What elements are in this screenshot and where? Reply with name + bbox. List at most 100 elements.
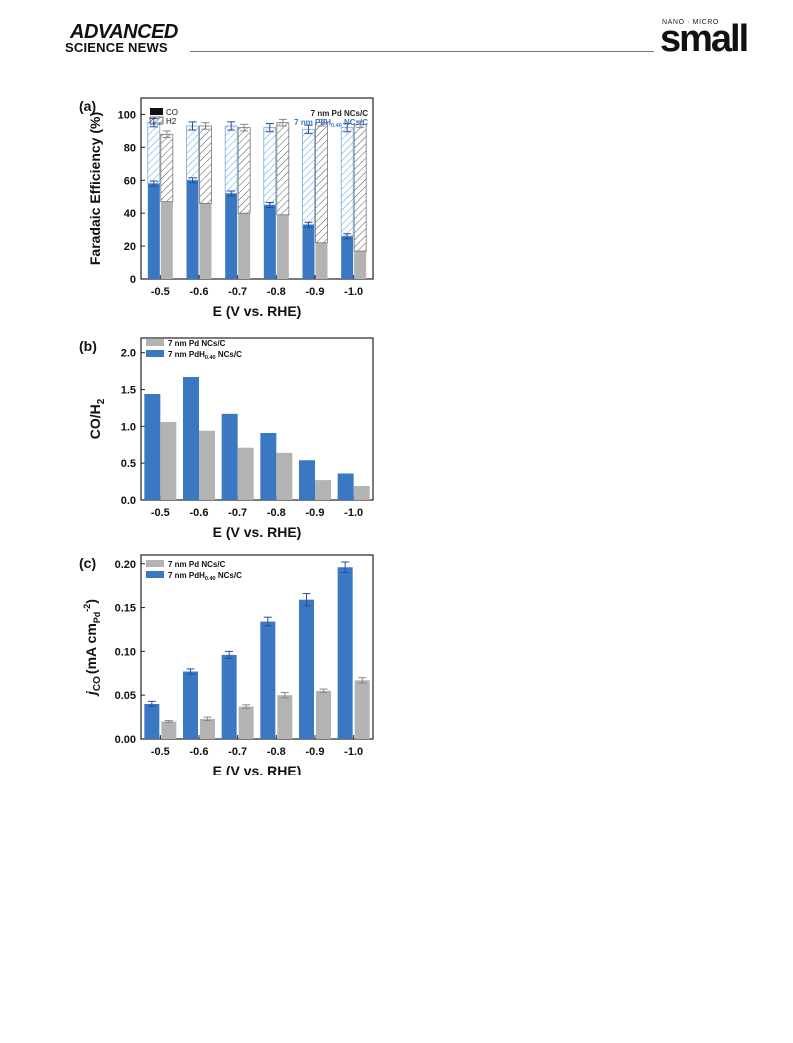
bar-pd-co	[199, 203, 212, 279]
bar-pdh-h2	[186, 125, 199, 181]
y-axis-title: Faradaic Efficiency (%)	[87, 112, 103, 265]
chart-a-faradaic-efficiency: 0 20 40 60 80 100 -0.5 -0.6 -0.7 -0.8 -0.9 -1.0 E (V…	[79, 97, 374, 319]
bar-pd-h2	[276, 122, 290, 216]
legend-swatch-pd	[146, 339, 164, 346]
legend-label-pdh: 7 nm PdH0.40 NCs/C	[168, 350, 242, 361]
x-tick-label: -0.5	[151, 507, 170, 519]
legend-label-pd: 7 nm Pd NCs/C	[168, 339, 226, 348]
header-rule	[190, 51, 654, 52]
x-tick-label: -0.7	[228, 746, 247, 758]
y-tick-label: 0.5	[121, 458, 136, 470]
y-tick-label: 0.00	[115, 734, 136, 746]
bar-pdh	[299, 599, 314, 739]
x-tick-label: -1.0	[344, 746, 363, 758]
bar-pd	[160, 421, 177, 500]
journal-logo: small	[660, 18, 749, 60]
bar-pd-co	[238, 213, 251, 279]
bar-pd-h2	[353, 123, 367, 252]
bar-pdh	[144, 393, 161, 500]
y-axis-title-main: CO/H	[87, 404, 103, 439]
y-tick-label: 100	[118, 109, 136, 121]
bar-pd	[276, 452, 293, 500]
plot-frame	[140, 337, 374, 501]
legend-label-h2: H2	[166, 117, 177, 126]
bar-pdh	[183, 671, 198, 739]
plot-frame	[140, 97, 374, 280]
legend-swatch-pdh	[146, 571, 164, 578]
journal-tagline: NANO · MICRO	[662, 19, 719, 26]
x-tick-label: -0.6	[190, 286, 209, 298]
y-axis-title-units: (mA cm	[83, 623, 99, 674]
bar-pdh	[221, 654, 237, 739]
legend-label-pdh: 7 nm PdH0.40 NCs/C	[168, 571, 242, 582]
panel-label: (c)	[79, 555, 96, 571]
bar-pd-h2	[160, 133, 174, 203]
bar-pd	[199, 430, 215, 500]
bar-pdh	[144, 703, 160, 739]
bar-pdh-h2	[224, 125, 238, 194]
panel-label: (a)	[79, 98, 96, 114]
x-tick-label: -0.5	[151, 286, 170, 298]
x-axis-title: E (V vs. RHE)	[213, 763, 302, 775]
x-axis-title: E (V vs. RHE)	[213, 303, 302, 319]
bar-pdh-h2	[263, 127, 277, 206]
y-tick-label: 1.0	[121, 421, 136, 433]
legend-series-pdh: 7 nm PdH0.40 NCs/C	[294, 118, 368, 129]
panel-label: (b)	[79, 338, 97, 354]
y-axis-title: CO/H2	[87, 398, 107, 439]
legend-series-pd: 7 nm Pd NCs/C	[311, 109, 369, 118]
y-tick-label: 0.20	[115, 559, 136, 571]
legend-label-pdh-rest: NCs/C	[216, 571, 242, 580]
bar-pdh-co	[341, 236, 354, 279]
y-axis-title-sub: 2	[96, 398, 107, 404]
bar-pd	[238, 706, 254, 739]
y-tick-label: 0.10	[115, 646, 136, 658]
legend-swatch-h2	[149, 116, 164, 125]
bar-pd-co	[276, 214, 289, 279]
bar-pdh	[337, 473, 354, 500]
bar-pd-h2	[315, 122, 328, 244]
y-tick-label: 0.0	[121, 495, 136, 507]
legend-label-pdh-main: 7 nm PdH	[168, 350, 205, 359]
legend-label-pdh-main: 7 nm PdH	[168, 571, 205, 580]
bar-pdh	[337, 567, 353, 739]
x-tick-label: -0.8	[267, 286, 286, 298]
x-tick-label: -0.7	[228, 507, 247, 519]
bar-pd	[237, 447, 254, 500]
bar-pdh-h2	[340, 127, 354, 237]
bar-pd-co	[354, 251, 367, 279]
y-axis-title-co-sub: CO	[92, 676, 103, 691]
x-tick-label: -1.0	[344, 286, 363, 298]
publisher-brand-line1: ADVANCED	[70, 21, 178, 43]
x-tick-label: -0.5	[151, 746, 170, 758]
legend-label-pd: 7 nm Pd NCs/C	[168, 560, 226, 569]
y-tick-label: 80	[124, 142, 136, 154]
y-axis-title-pd-sub: Pd	[92, 612, 102, 624]
legend-series-pdh-main: 7 nm PdH	[294, 118, 331, 127]
x-tick-label: -0.6	[190, 746, 209, 758]
x-tick-label: -1.0	[344, 507, 363, 519]
x-tick-label: -0.9	[306, 286, 325, 298]
bar-pdh-co	[147, 183, 160, 279]
y-axis-title-j: j	[83, 690, 99, 697]
legend-label-h2-main: H2	[166, 117, 177, 126]
bar-pdh	[260, 621, 276, 739]
bar-pd	[161, 721, 177, 739]
y-tick-label: 40	[124, 208, 136, 220]
legend-label-pdh-sub: 0.40	[205, 576, 216, 582]
bar-pdh-co	[263, 204, 276, 279]
y-tick-label: 60	[124, 175, 136, 187]
legend-label-pdh-rest: NCs/C	[216, 350, 242, 359]
bar-pdh-co	[186, 180, 199, 279]
chart-b-co-h2-ratio: 0.0 0.5 1.0 1.5 2.0 -0.5 -0.6 -0.7 -0.8 -0.9 -1.0 E…	[79, 337, 374, 540]
bar-pd	[354, 680, 370, 739]
y-axis-title-exp: -2	[82, 604, 92, 612]
plot-frame	[140, 554, 374, 740]
y-tick-label: 20	[124, 241, 136, 253]
y-axis-title-close: )	[83, 599, 99, 604]
y-tick-label: 0.15	[115, 603, 136, 615]
chart-c-co-current-density: 0.00 0.05 0.10 0.15 0.20 -0.5 -0.6 -0.7 -0.8 -0.9…	[79, 554, 374, 775]
legend-series-pdh-rest: NCs/C	[342, 118, 368, 127]
bar-pd	[316, 690, 331, 739]
y-tick-label: 1.5	[121, 385, 136, 397]
